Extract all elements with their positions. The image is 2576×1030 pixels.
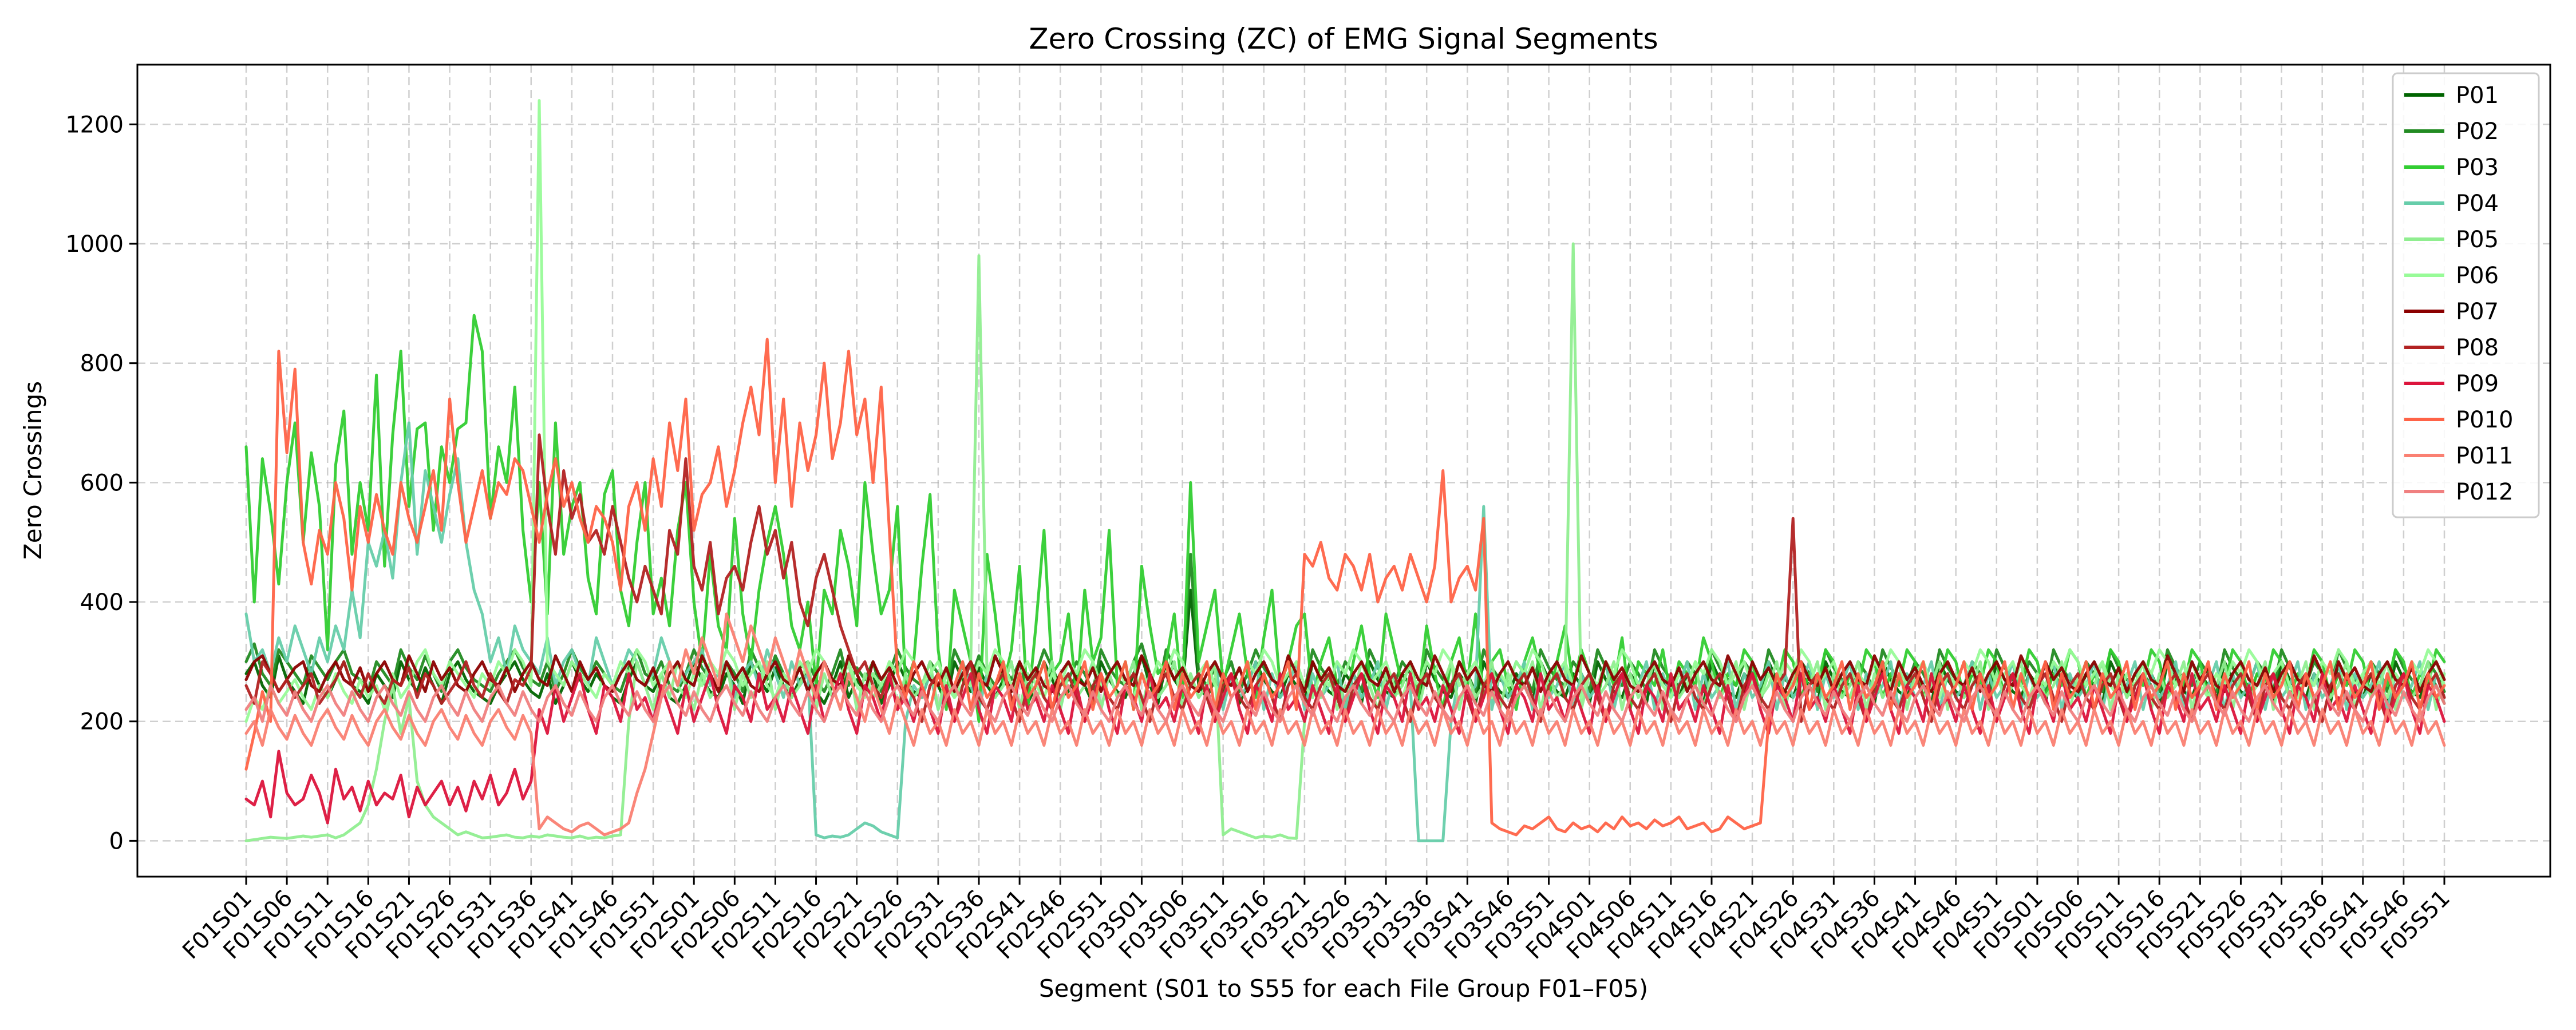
y-tick-label: 400 xyxy=(80,589,124,616)
legend-label: P02 xyxy=(2456,118,2499,145)
legend-label: P09 xyxy=(2456,371,2499,397)
series-line-p010 xyxy=(244,338,2446,837)
y-tick-label: 600 xyxy=(80,470,124,496)
y-tick-label: 1000 xyxy=(65,231,124,258)
y-tick-label: 0 xyxy=(109,828,124,854)
legend-label: P012 xyxy=(2456,479,2513,505)
legend-label: P08 xyxy=(2456,335,2499,361)
legend-label: P010 xyxy=(2456,407,2513,433)
y-axis-title: Zero Crossings xyxy=(19,381,47,560)
legend-box xyxy=(2392,72,2540,518)
y-tick-label: 800 xyxy=(80,351,124,377)
plot-frame xyxy=(136,64,2551,878)
x-axis-title: Segment (S01 to S55 for each File Group … xyxy=(1039,974,1648,1003)
y-axis-ticks: 0 200 400 600 800 1000 1200 xyxy=(65,112,137,854)
grid-layer xyxy=(137,65,2550,877)
legend-label: P06 xyxy=(2456,263,2499,289)
chart-title: Zero Crossing (ZC) of EMG Signal Segment… xyxy=(1029,22,1658,56)
series-layer xyxy=(244,99,2446,842)
legend: P01 P02 P03 P04 P05 P06 P07 P08 P09 P010 P011 P012 xyxy=(2392,72,2540,518)
legend-label: P03 xyxy=(2456,154,2499,181)
y-tick-label: 1200 xyxy=(65,112,124,138)
legend-label: P04 xyxy=(2456,191,2499,217)
y-tick-label: 200 xyxy=(80,709,124,735)
legend-label: P01 xyxy=(2456,82,2499,109)
series-line-p07 xyxy=(244,654,2446,694)
legend-label: P011 xyxy=(2456,443,2513,469)
legend-label: P07 xyxy=(2456,299,2499,325)
legend-label: P05 xyxy=(2456,227,2499,253)
series-line-p012 xyxy=(244,684,2446,723)
series-line-p09 xyxy=(244,672,2446,825)
